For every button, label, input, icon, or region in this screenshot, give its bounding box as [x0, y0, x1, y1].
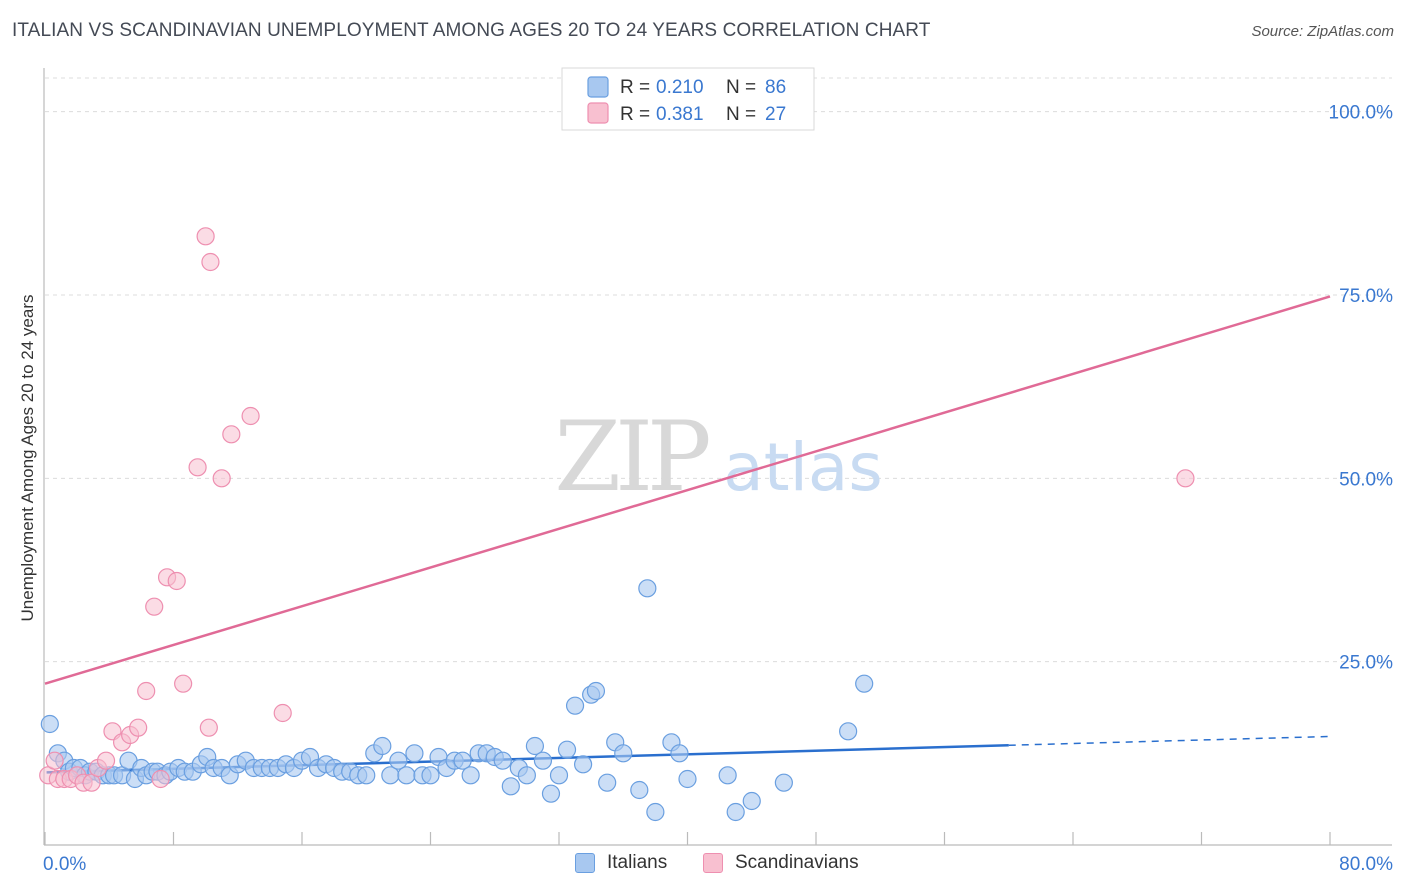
data-point-italians: [614, 744, 633, 763]
watermark: ZIP atlas: [554, 401, 882, 513]
data-point-italians: [397, 766, 416, 785]
data-point-italians: [533, 751, 553, 770]
data-point-scandinavians: [188, 458, 207, 477]
data-point-scandinavians: [145, 597, 164, 616]
data-point-italians: [718, 766, 737, 785]
data-point-scandinavians: [45, 751, 64, 770]
data-point-scandinavians: [167, 571, 186, 591]
y-tick-label: 50.0%: [1339, 469, 1393, 490]
data-point-italians: [638, 579, 657, 598]
y-axis-tick-labels: 25.0% 50.0% 75.0% 100.0%: [1329, 103, 1394, 674]
data-point-italians: [373, 736, 392, 756]
data-point-italians: [630, 780, 649, 800]
data-point-italians: [453, 751, 472, 770]
data-point-italians: [493, 751, 512, 770]
bottom-legend-label-scandinavians: Scandinavians: [735, 852, 859, 873]
data-point-scandinavians: [137, 681, 156, 701]
bottom-legend-italians: Italians: [575, 852, 667, 874]
data-point-scandinavians: [174, 674, 193, 693]
data-point-italians: [573, 755, 593, 774]
data-point-scandinavians: [222, 425, 241, 444]
data-point-italians: [421, 766, 440, 785]
data-point-italians: [357, 766, 376, 785]
data-point-italians: [670, 744, 689, 763]
data-point-scandinavians: [241, 406, 260, 426]
data-point-italians: [405, 744, 424, 763]
data-point-scandinavians: [96, 751, 116, 770]
x-tick-label-min: 0.0%: [43, 854, 86, 875]
data-point-italians: [461, 766, 480, 785]
data-point-scandinavians: [201, 252, 220, 272]
data-point-italians: [598, 773, 617, 792]
bottom-legend-swatch-scandinavians: [703, 853, 723, 873]
data-point-scandinavians: [129, 718, 148, 737]
data-point-scandinavians: [151, 769, 170, 789]
y-tick-label: 25.0%: [1339, 653, 1393, 674]
chart-title: ITALIAN VS SCANDINAVIAN UNEMPLOYMENT AMO…: [12, 20, 931, 41]
bottom-legend-scandinavians: Scandinavians: [703, 852, 859, 874]
data-point-scandinavians: [273, 703, 292, 723]
data-point-scandinavians: [212, 469, 231, 488]
legend-swatch-italians: [587, 76, 609, 98]
x-tick-label-max: 80.0%: [1339, 854, 1393, 875]
data-point-italians: [557, 740, 577, 759]
legend-r-label-scandinavians: R =: [620, 104, 650, 125]
data-point-italians: [855, 674, 874, 693]
gridlines: [45, 77, 1392, 663]
data-point-italians: [839, 722, 858, 741]
watermark-atlas: atlas: [723, 429, 883, 506]
data-point-italians: [774, 773, 793, 792]
data-point-italians: [678, 769, 697, 789]
y-axis-label: Unemployment Among Ages 20 to 24 years: [18, 295, 37, 622]
trend-lines: [44, 295, 1331, 774]
y-tick-label: 100.0%: [1329, 103, 1394, 124]
data-point-italians: [525, 736, 545, 756]
legend-r-label-italians: R =: [620, 77, 650, 98]
data-point-italians: [565, 696, 585, 715]
legend-r-value-scandinavians: 0.381: [656, 104, 704, 125]
data-point-italians: [646, 802, 665, 822]
data-point-italians: [541, 784, 561, 803]
legend-box: R = 0.210 N = 86 R = 0.381 N = 27: [561, 67, 815, 131]
data-point-italians: [726, 802, 745, 822]
legend-n-value-italians: 86: [765, 77, 786, 98]
legend-n-value-scandinavians: 27: [765, 104, 786, 125]
data-point-italians: [586, 681, 606, 701]
legend-r-value-italians: 0.210: [656, 77, 704, 98]
data-point-italians: [742, 791, 761, 811]
trend-line-scandinavians: [44, 295, 1331, 685]
trend-line-italians-extension: [1008, 735, 1331, 747]
bottom-legend: Italians Scandinavians: [0, 852, 1406, 876]
bottom-legend-label-italians: Italians: [607, 852, 668, 873]
data-point-italians: [549, 766, 569, 785]
data-point-scandinavians: [196, 227, 215, 246]
y-tick-label: 75.0%: [1339, 286, 1393, 307]
bottom-legend-swatch-italians: [575, 853, 595, 873]
data-point-italians: [389, 751, 408, 770]
data-point-italians: [517, 766, 536, 785]
watermark-zip: ZIP: [554, 401, 709, 513]
data-points: [39, 227, 1195, 822]
data-point-scandinavians: [199, 718, 218, 737]
legend-n-label-scandinavians: N =: [726, 104, 756, 125]
axes: [43, 68, 1392, 846]
legend-n-label-italians: N =: [726, 77, 756, 98]
data-point-italians: [501, 777, 520, 796]
legend-swatch-scandinavians: [587, 102, 609, 124]
data-point-scandinavians: [1176, 469, 1195, 488]
data-point-italians: [40, 714, 59, 734]
chart-source: Source: ZipAtlas.com: [1251, 23, 1394, 40]
